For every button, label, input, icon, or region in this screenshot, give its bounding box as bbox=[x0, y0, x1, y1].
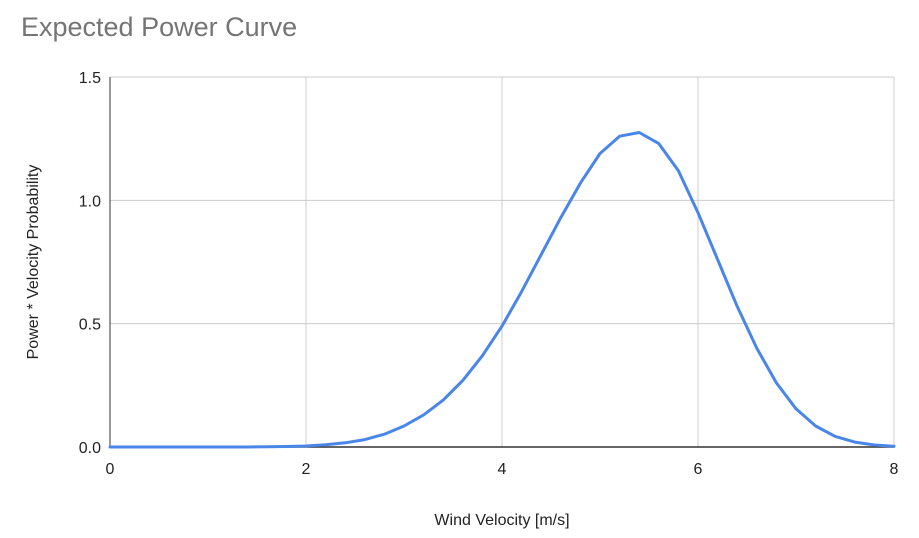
series-layer bbox=[108, 131, 896, 449]
y-tick-label: 0.0 bbox=[79, 440, 101, 457]
x-axis-title: Wind Velocity [m/s] bbox=[434, 512, 569, 529]
series-line bbox=[108, 131, 896, 449]
x-tick-label: 8 bbox=[890, 461, 899, 478]
y-axis-title: Power * Velocity Probability bbox=[25, 165, 42, 360]
x-tick-label: 4 bbox=[498, 461, 507, 478]
tick-labels: 0 2 4 6 8 0.0 0.5 1.0 1.5 bbox=[79, 70, 899, 478]
x-tick-label: 2 bbox=[302, 461, 311, 478]
y-tick-label: 0.5 bbox=[79, 317, 101, 334]
chart-title: Expected Power Curve bbox=[21, 12, 298, 42]
y-tick-label: 1.5 bbox=[79, 70, 101, 87]
x-tick-label: 0 bbox=[106, 461, 115, 478]
gridlines bbox=[110, 76, 895, 447]
x-tick-label: 6 bbox=[694, 461, 703, 478]
y-tick-label: 1.0 bbox=[79, 193, 101, 210]
